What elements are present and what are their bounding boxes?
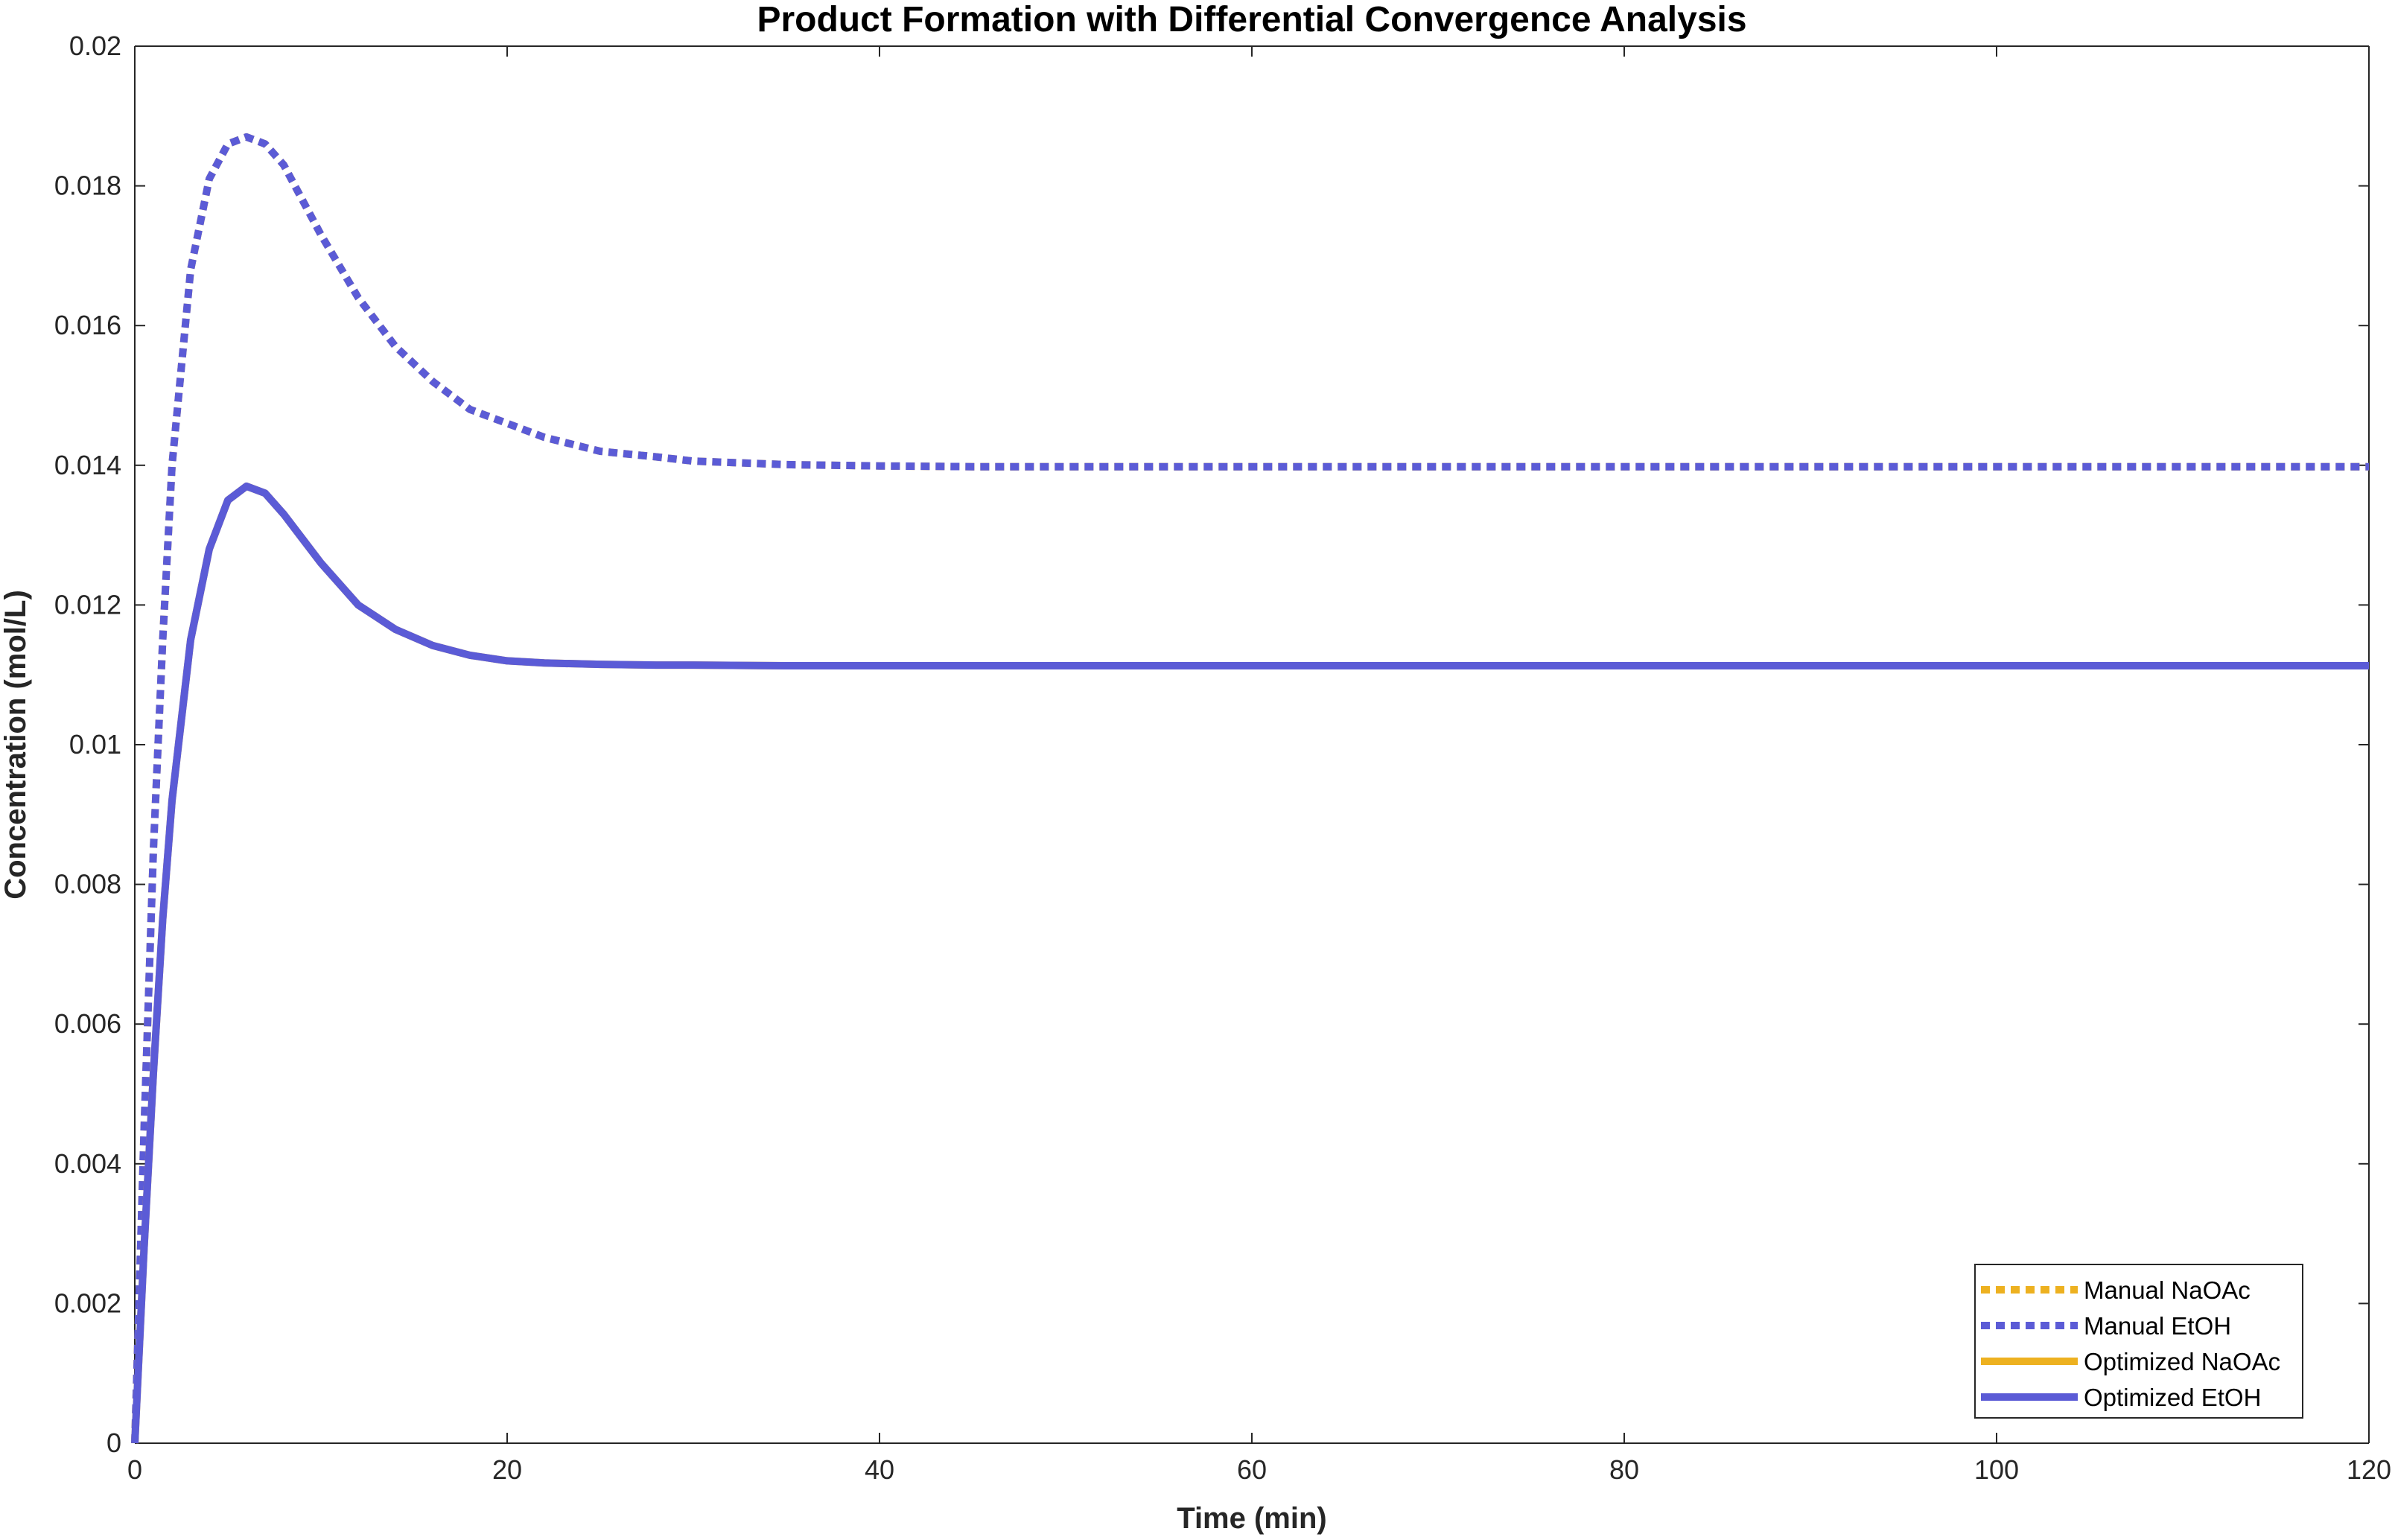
chart-title: Product Formation with Differential Conv…	[757, 0, 1746, 39]
x-tick-label: 40	[865, 1454, 894, 1485]
y-tick-label: 0	[106, 1428, 121, 1458]
x-axis-label: Time (min)	[1177, 1502, 1327, 1535]
y-tick-label: 0.008	[54, 869, 121, 900]
x-tick-label: 120	[2347, 1454, 2391, 1485]
y-tick-label: 0.006	[54, 1008, 121, 1039]
x-tick-label: 100	[1974, 1454, 2019, 1485]
series-line-manual-etoh	[131, 133, 2369, 1444]
y-tick-label: 0.002	[54, 1288, 121, 1318]
y-ticks: 0 0.002 0.004 0.006 0.008 0.01 0.012 0.014 0.016…	[54, 31, 2369, 1458]
y-tick-label: 0.014	[54, 450, 121, 480]
y-tick-label: 0.012	[54, 589, 121, 620]
y-tick-label: 0.016	[54, 310, 121, 340]
y-tick-label: 0.018	[54, 171, 121, 201]
series-line-manual-naoac	[131, 133, 2369, 1444]
x-tick-label: 80	[1609, 1454, 1639, 1485]
y-axis-label: Concentration (mol/L)	[0, 590, 32, 900]
legend-label: Optimized EtOH	[2084, 1384, 2261, 1411]
y-tick-label: 0.004	[54, 1148, 121, 1179]
series-layer	[131, 133, 2369, 1444]
x-tick-label: 0	[127, 1454, 142, 1485]
x-tick-label: 20	[492, 1454, 522, 1485]
x-tick-label: 60	[1237, 1454, 1267, 1485]
plot-area	[134, 45, 2370, 1444]
legend: Manual NaOAc Manual EtOH Optimized NaOAc Op…	[1974, 1264, 2303, 1419]
y-tick-label: 0.02	[69, 31, 121, 61]
x-ticks: 0 20 40 60 80 100 120	[127, 46, 2391, 1485]
legend-label: Manual EtOH	[2084, 1312, 2231, 1340]
series-line-optimized-etoh	[131, 482, 2369, 1444]
y-tick-label: 0.01	[69, 729, 121, 760]
legend-label: Manual NaOAc	[2084, 1276, 2251, 1304]
legend-label: Optimized NaOAc	[2084, 1348, 2280, 1375]
